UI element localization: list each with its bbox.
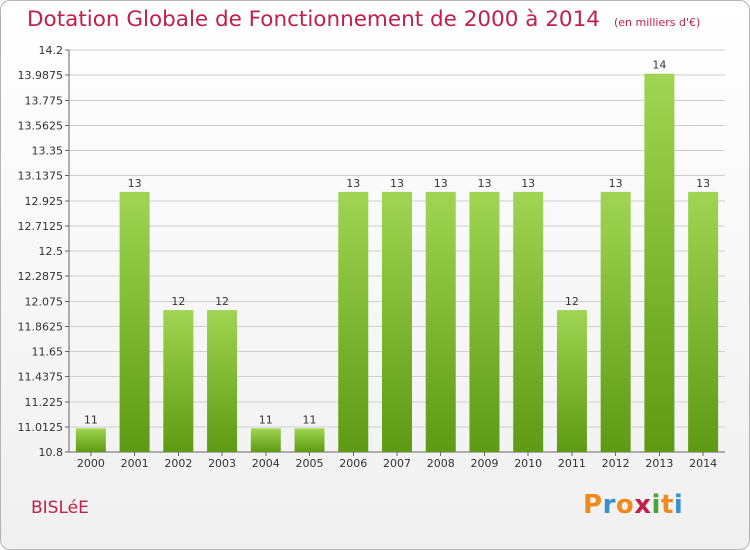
chart-title-block: Dotation Globale de Fonctionnement de 20… (27, 7, 700, 32)
data-label: 13 (390, 177, 404, 190)
data-label: 13 (434, 177, 448, 190)
bar (75, 428, 106, 452)
y-tick-label: 13.5625 (18, 119, 64, 132)
x-tick-label: 2007 (383, 457, 411, 470)
x-tick-label: 2008 (427, 457, 455, 470)
x-tick-label: 2006 (339, 457, 367, 470)
logo-letter: t (660, 490, 674, 520)
y-tick-label: 13.9875 (18, 69, 64, 82)
y-tick-label: 11.8625 (18, 320, 64, 333)
y-tick-label: 14.2 (39, 44, 64, 57)
bar (338, 191, 369, 452)
data-label: 13 (609, 177, 623, 190)
data-label: 12 (565, 295, 579, 308)
data-label: 11 (259, 413, 273, 426)
y-tick-label: 11.4375 (18, 371, 64, 384)
x-tick-label: 2002 (164, 457, 192, 470)
bars (75, 73, 719, 452)
bar (207, 310, 238, 452)
y-tick-labels: 10.8 11.0125 11.225 11.4375 11.65 11.8625 12.0… (18, 44, 64, 459)
proxiti-logo: Proxiti (583, 490, 683, 520)
x-tick-label: 2004 (252, 457, 280, 470)
y-tick-label: 12.7125 (18, 220, 64, 233)
bar (250, 428, 281, 452)
data-label: 14 (652, 59, 666, 72)
y-tick-label: 11.65 (32, 346, 64, 359)
bar (119, 191, 150, 452)
x-tick-label: 2003 (208, 457, 236, 470)
logo-letter: x (634, 490, 652, 520)
data-label: 12 (215, 295, 229, 308)
data-label: 12 (171, 295, 185, 308)
bar (382, 191, 412, 452)
logo-letter: r (602, 490, 616, 520)
bar (513, 191, 544, 452)
y-tick-label: 13.1375 (18, 170, 64, 183)
x-tick-label: 2001 (121, 457, 149, 470)
x-tick-label: 2005 (296, 457, 324, 470)
y-tick-label: 12.925 (25, 195, 64, 208)
bar (294, 428, 325, 452)
data-label: 13 (346, 177, 360, 190)
data-label: 13 (128, 177, 142, 190)
bar (600, 191, 631, 452)
chart-title: Dotation Globale de Fonctionnement de 20… (27, 7, 600, 32)
x-tick-label: 2000 (77, 457, 105, 470)
y-tick-label: 12.075 (25, 295, 64, 308)
y-tick-label: 11.0125 (18, 421, 64, 434)
bar (556, 310, 587, 452)
x-tick-label: 2009 (470, 457, 498, 470)
bar (644, 73, 675, 452)
data-label: 11 (84, 413, 98, 426)
y-tick-label: 10.8 (39, 446, 64, 459)
bar (425, 191, 456, 452)
logo-letter: P (583, 490, 603, 520)
data-labels: 11 13 12 12 11 11 13 13 13 13 13 12 13 14 13 (84, 59, 710, 427)
logo-letter: i (651, 490, 661, 520)
data-label: 13 (477, 177, 491, 190)
x-tick-label: 2012 (602, 457, 630, 470)
y-tick-label: 12.2875 (18, 270, 64, 283)
x-tick-label: 2014 (689, 457, 717, 470)
logo-letter: o (615, 490, 635, 520)
y-tick-label: 11.225 (25, 396, 64, 409)
data-label: 13 (521, 177, 535, 190)
bar (163, 310, 194, 452)
y-tick-label: 13.35 (32, 145, 64, 158)
chart-unit-note: (en milliers d'€) (613, 16, 701, 29)
logo-letter: i (673, 490, 684, 520)
x-tick-labels: 2000 2001 2002 2003 2004 2005 2006 2007 2008 2009… (77, 452, 717, 470)
bar (469, 191, 500, 452)
x-tick-label: 2010 (514, 457, 542, 470)
x-tick-label: 2013 (645, 457, 673, 470)
y-tick-label: 12.5 (39, 245, 64, 258)
data-label: 11 (303, 413, 317, 426)
y-tick-label: 13.775 (25, 94, 64, 107)
x-tick-label: 2011 (558, 457, 586, 470)
commune-name: BISLéE (31, 498, 89, 518)
bar (688, 191, 719, 452)
data-label: 13 (696, 177, 710, 190)
